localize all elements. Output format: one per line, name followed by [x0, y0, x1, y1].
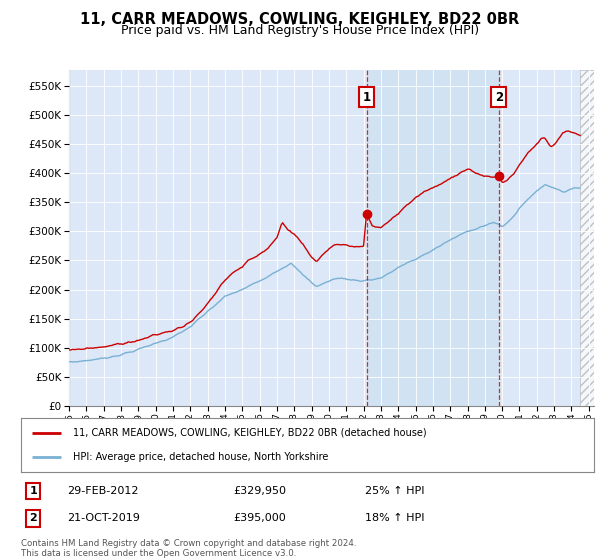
Text: 11, CARR MEADOWS, COWLING, KEIGHLEY, BD22 0BR (detached house): 11, CARR MEADOWS, COWLING, KEIGHLEY, BD2…	[73, 428, 426, 438]
Text: Contains HM Land Registry data © Crown copyright and database right 2024.
This d: Contains HM Land Registry data © Crown c…	[21, 539, 356, 558]
Text: 11, CARR MEADOWS, COWLING, KEIGHLEY, BD22 0BR: 11, CARR MEADOWS, COWLING, KEIGHLEY, BD2…	[80, 12, 520, 27]
Text: £329,950: £329,950	[233, 486, 286, 496]
Text: 18% ↑ HPI: 18% ↑ HPI	[365, 514, 424, 524]
Text: HPI: Average price, detached house, North Yorkshire: HPI: Average price, detached house, Nort…	[73, 452, 328, 462]
Text: 21-OCT-2019: 21-OCT-2019	[67, 514, 140, 524]
Text: £395,000: £395,000	[233, 514, 286, 524]
Bar	[580, 70, 594, 406]
Text: Price paid vs. HM Land Registry's House Price Index (HPI): Price paid vs. HM Land Registry's House …	[121, 24, 479, 36]
Text: 2: 2	[29, 514, 37, 524]
Text: 29-FEB-2012: 29-FEB-2012	[67, 486, 139, 496]
Text: 1: 1	[362, 91, 371, 104]
Text: 25% ↑ HPI: 25% ↑ HPI	[365, 486, 424, 496]
Text: 2: 2	[494, 91, 503, 104]
Text: 1: 1	[29, 486, 37, 496]
Bar	[367, 70, 499, 406]
Bar	[580, 70, 594, 406]
